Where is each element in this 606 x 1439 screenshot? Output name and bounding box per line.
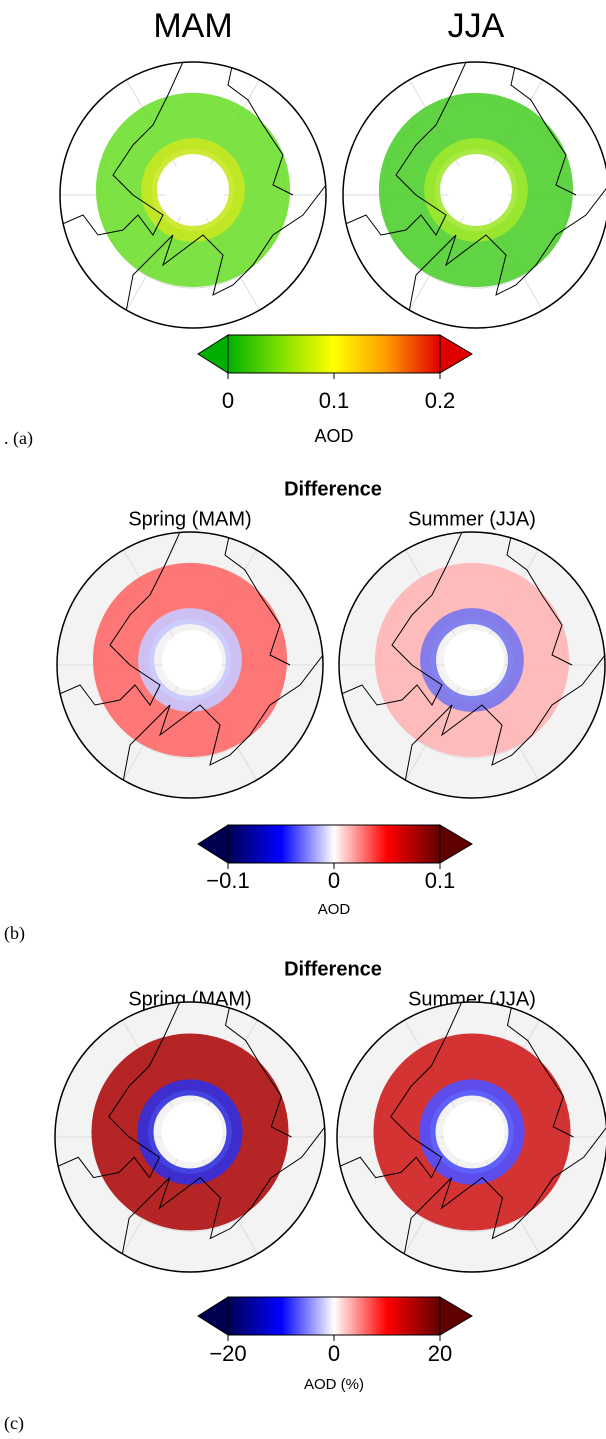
panel-title: Difference	[284, 478, 382, 500]
polar-map	[60, 62, 326, 328]
coastline	[224, 1002, 292, 1138]
pole-gap	[448, 160, 508, 220]
colorbar-extend	[197, 824, 229, 864]
coastline	[57, 532, 181, 706]
data-field	[141, 138, 245, 242]
data-field	[378, 92, 574, 288]
colorbar-extend	[197, 334, 229, 374]
coastline	[506, 1002, 574, 1138]
coastline	[401, 654, 605, 798]
polar-map	[343, 62, 606, 328]
coastline	[227, 62, 294, 196]
colorbar-tick-label: −0.1	[206, 868, 249, 893]
colorbar-label: AOD	[318, 901, 351, 918]
pole-gap	[444, 630, 504, 690]
map-border	[342, 61, 606, 329]
data-field	[138, 608, 242, 712]
coastline	[510, 62, 577, 196]
coastline	[55, 1002, 181, 1179]
colorbar	[227, 1296, 441, 1336]
coastline	[337, 1002, 463, 1179]
pole-gap	[443, 1101, 505, 1163]
polar-map	[339, 532, 605, 798]
colorbar	[227, 334, 441, 374]
data-field	[374, 562, 570, 758]
map-border	[56, 531, 324, 799]
polar-map	[337, 1002, 606, 1272]
coastline	[60, 62, 184, 236]
data-field	[419, 1079, 525, 1185]
map-title: Spring (MAM)	[128, 508, 251, 530]
colorbar-extend	[439, 334, 473, 374]
coastline	[339, 532, 463, 706]
pole-gap	[162, 630, 222, 690]
coastline	[119, 654, 323, 798]
coastline	[343, 62, 467, 236]
coastline	[122, 184, 326, 328]
map-title: MAM	[153, 7, 232, 45]
map-border	[336, 1001, 606, 1273]
polar-map	[57, 532, 323, 798]
colorbar-tick-label: −20	[209, 1341, 246, 1366]
colorbar-extend	[439, 824, 473, 864]
colorbar-extend	[197, 1296, 229, 1336]
data-field	[92, 562, 288, 758]
map-title: Summer (JJA)	[408, 988, 536, 1010]
colorbar-label: AOD	[314, 426, 353, 446]
data-field	[420, 608, 524, 712]
colorbar	[227, 824, 441, 864]
data-field	[373, 1033, 571, 1231]
map-border	[59, 61, 327, 329]
colorbar-tick-label: 0.1	[319, 388, 350, 413]
data-field	[424, 138, 528, 242]
panel-label: . (a)	[4, 428, 33, 449]
colorbar-extend	[439, 1296, 473, 1336]
map-title: JJA	[448, 7, 505, 45]
colorbar-tick-label: 0	[328, 868, 340, 893]
map-title: Spring (MAM)	[128, 988, 251, 1010]
data-field	[95, 92, 291, 288]
coastline	[405, 184, 606, 328]
data-field	[137, 1079, 243, 1185]
coastline	[400, 1126, 606, 1272]
panel-title: Difference	[284, 958, 382, 980]
colorbar-tick-label: 0.2	[425, 388, 456, 413]
colorbar-tick-label: 0	[222, 388, 234, 413]
coastline	[506, 532, 573, 666]
coastline	[224, 532, 291, 666]
map-border	[54, 1001, 326, 1273]
colorbar-tick-label: 20	[428, 1341, 452, 1366]
data-field	[91, 1033, 289, 1231]
colorbar-label: AOD (%)	[304, 1376, 364, 1393]
panel-label: (b)	[4, 923, 25, 944]
pole-gap	[165, 160, 225, 220]
map-title: Summer (JJA)	[408, 508, 536, 530]
pole-gap	[161, 1101, 223, 1163]
map-border	[338, 531, 606, 799]
polar-map	[55, 1002, 325, 1272]
colorbar-tick-label: 0.1	[425, 868, 456, 893]
colorbar-tick-label: 0	[328, 1341, 340, 1366]
coastline	[118, 1126, 325, 1272]
panel-label: (c)	[4, 1413, 24, 1434]
